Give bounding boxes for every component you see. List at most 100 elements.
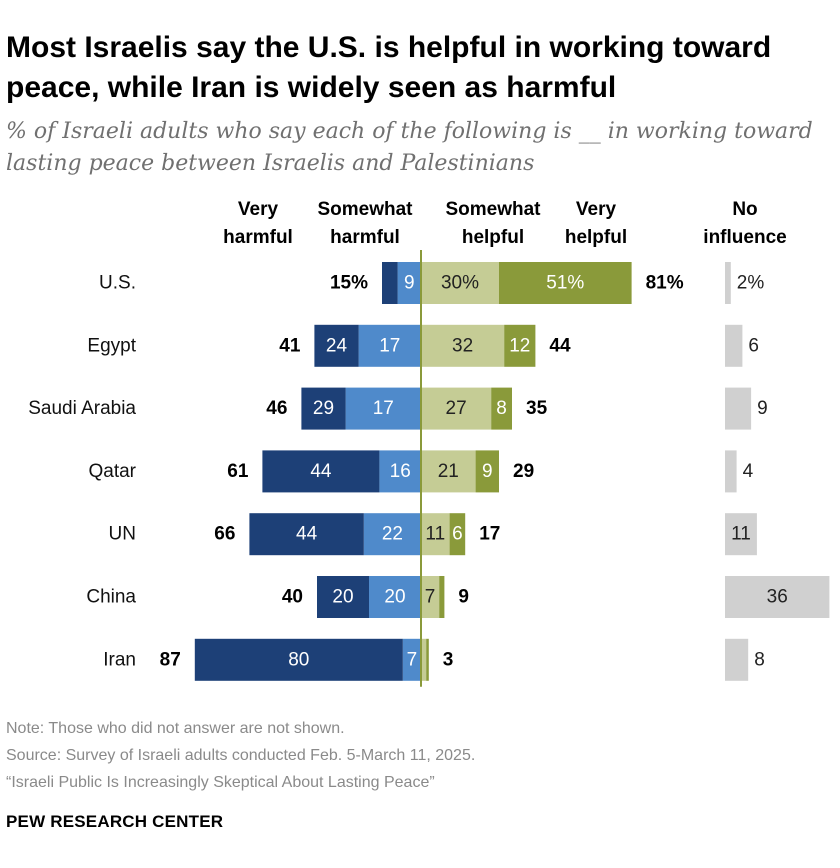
total-helpful-label: 3 xyxy=(443,649,454,670)
data-label-somewhat-helpful: 27 xyxy=(446,398,467,419)
data-label-somewhat-helpful: 11 xyxy=(425,524,445,545)
report-title-text: “Israeli Public Is Increasingly Skeptica… xyxy=(6,774,435,791)
data-label-very-helpful: 6 xyxy=(452,524,463,545)
data-label-very-helpful: 12 xyxy=(509,335,530,356)
bar-somewhat-harmful xyxy=(397,262,421,304)
bar-somewhat-harmful xyxy=(363,513,421,556)
data-label-very-helpful: 51% xyxy=(546,273,584,294)
total-helpful-label: 81% xyxy=(646,273,684,294)
legend-somewhat-harmful: Somewhat harmful xyxy=(300,196,430,252)
data-label-somewhat-harmful: 7 xyxy=(407,649,418,670)
bar-somewhat-helpful xyxy=(421,324,505,367)
bar-somewhat-harmful xyxy=(369,576,421,618)
org-logo-text: PEW RESEARCH CENTER xyxy=(6,812,224,831)
data-label-somewhat-harmful: 20 xyxy=(384,587,405,608)
bar-very-helpful xyxy=(504,324,536,367)
total-helpful-label: 9 xyxy=(458,587,469,608)
bar-somewhat-helpful xyxy=(421,262,499,304)
bar-somewhat-helpful xyxy=(421,387,492,430)
bar-no-influence xyxy=(725,638,749,681)
category-label: Egypt xyxy=(87,335,136,356)
bar-very-helpful xyxy=(499,262,632,304)
legend-very-harmful-label: Very harmful xyxy=(223,199,293,248)
legend-somewhat-helpful: Somewhat helpful xyxy=(428,196,558,252)
bar-very-harmful xyxy=(314,324,359,367)
data-label-very-harmful: 80 xyxy=(288,649,309,670)
total-helpful-label: 35 xyxy=(526,398,548,419)
legend-very-helpful-label: Very helpful xyxy=(564,199,628,248)
total-helpful-label: 17 xyxy=(479,524,500,545)
total-harmful-label: 66 xyxy=(214,524,235,545)
bar-no-influence xyxy=(725,576,830,618)
bar-somewhat-harmful xyxy=(402,638,421,681)
legend-very-harmful: Very harmful xyxy=(208,196,308,252)
bar-very-harmful xyxy=(249,513,364,556)
bar-no-influence xyxy=(725,450,737,493)
source-text: Source: Survey of Israeli adults conduct… xyxy=(6,747,476,764)
bar-somewhat-helpful xyxy=(421,513,450,556)
bar-somewhat-helpful xyxy=(421,638,427,681)
data-label-somewhat-harmful: 17 xyxy=(373,398,394,419)
data-label-no-influence: 8 xyxy=(754,649,765,670)
data-label-somewhat-helpful: 7 xyxy=(425,587,436,608)
bar-very-helpful xyxy=(475,450,499,493)
data-label-somewhat-helpful: 30% xyxy=(441,273,479,294)
data-label-no-influence: 6 xyxy=(748,335,759,356)
chart-title: Most Israelis say the U.S. is helpful in… xyxy=(6,31,772,104)
total-harmful-label: 87 xyxy=(160,649,181,670)
total-helpful-label: 29 xyxy=(513,461,534,482)
bar-very-harmful xyxy=(317,576,369,618)
note-text: Note: Those who did not answer are not s… xyxy=(6,720,345,737)
total-harmful-label: 41 xyxy=(279,335,301,356)
bar-very-helpful xyxy=(439,576,445,618)
bar-very-harmful xyxy=(301,387,346,430)
total-harmful-label: 40 xyxy=(282,587,303,608)
data-label-somewhat-harmful: 9 xyxy=(404,273,415,294)
data-label-somewhat-harmful: 16 xyxy=(390,461,411,482)
category-label: China xyxy=(86,587,136,608)
bar-somewhat-helpful xyxy=(421,576,440,618)
data-label-somewhat-helpful: 21 xyxy=(438,461,459,482)
data-label-no-influence: 9 xyxy=(757,398,768,419)
bar-no-influence xyxy=(725,262,731,304)
total-harmful-label: 15% xyxy=(330,273,368,294)
chart-subtitle: % of Israeli adults who say each of the … xyxy=(6,119,813,176)
total-helpful-label: 44 xyxy=(549,335,571,356)
data-label-no-influence: 2% xyxy=(737,273,765,294)
bar-very-harmful xyxy=(194,638,403,681)
category-label: UN xyxy=(109,524,136,545)
data-label-very-harmful: 29 xyxy=(313,398,334,419)
total-harmful-label: 46 xyxy=(266,398,287,419)
data-label-somewhat-helpful: 32 xyxy=(452,335,473,356)
legend-no-influence: No influence xyxy=(690,196,800,252)
legend-somewhat-helpful-label: Somewhat helpful xyxy=(445,199,541,248)
bar-somewhat-harmful xyxy=(345,387,421,430)
category-label: Qatar xyxy=(88,461,136,482)
bar-no-influence xyxy=(725,513,757,556)
data-label-very-helpful: 9 xyxy=(482,461,493,482)
data-label-no-influence: 4 xyxy=(743,461,754,482)
data-label-very-helpful: 8 xyxy=(496,398,507,419)
bar-somewhat-helpful xyxy=(421,450,476,493)
legend-somewhat-harmful-label: Somewhat harmful xyxy=(317,199,413,248)
data-label-very-harmful: 44 xyxy=(296,524,318,545)
data-label-very-harmful: 24 xyxy=(326,335,348,356)
bar-no-influence xyxy=(725,387,752,430)
legend-very-helpful: Very helpful xyxy=(548,196,644,252)
legend-no-influence-label: No influence xyxy=(703,199,787,248)
bar-somewhat-harmful xyxy=(358,324,421,367)
data-label-somewhat-harmful: 22 xyxy=(382,524,403,545)
bar-very-helpful xyxy=(491,387,512,430)
data-label-very-harmful: 20 xyxy=(332,587,353,608)
bar-very-helpful xyxy=(449,513,466,556)
data-label-very-harmful: 44 xyxy=(310,461,332,482)
bar-very-helpful xyxy=(426,638,429,681)
bar-somewhat-harmful xyxy=(379,450,421,493)
category-label: U.S. xyxy=(99,273,136,294)
bar-very-harmful xyxy=(382,262,398,304)
data-label-no-influence: 36 xyxy=(767,587,788,608)
bar-no-influence xyxy=(725,324,743,367)
data-label-somewhat-harmful: 17 xyxy=(379,335,400,356)
category-label: Iran xyxy=(103,649,136,670)
